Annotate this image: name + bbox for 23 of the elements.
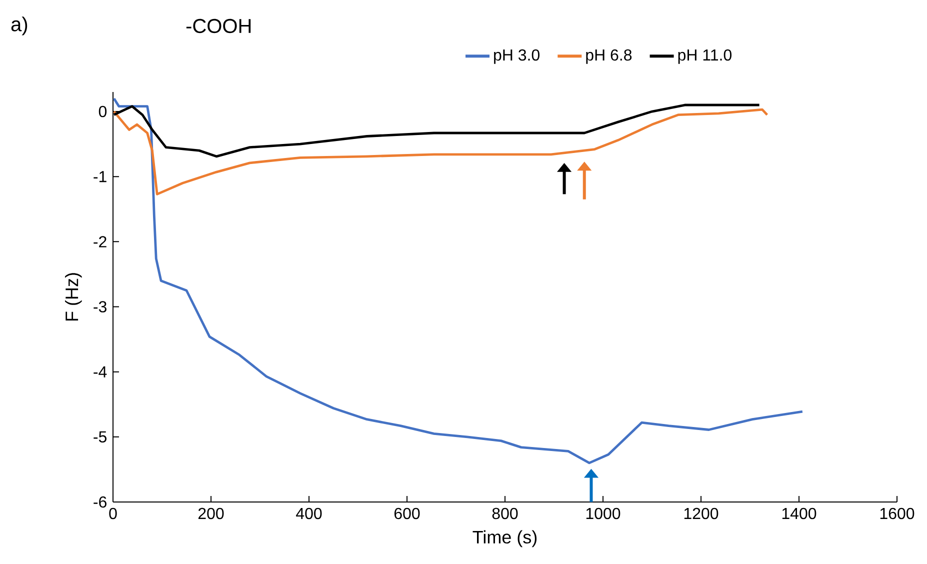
y-tick-label: -4	[94, 366, 107, 378]
x-tick-label: 1200	[684, 508, 718, 520]
y-axis-title: F (Hz)	[65, 273, 82, 321]
x-tick-label: 1600	[880, 508, 914, 520]
x-axis-title: Time (s)	[472, 530, 537, 548]
legend-label: pH 6.8	[586, 49, 632, 64]
y-tick-label: -3	[94, 301, 106, 312]
y-tick-label: -2	[94, 236, 106, 248]
legend-label: pH 3.0	[494, 49, 540, 64]
x-tick-label: 200	[198, 508, 224, 520]
x-tick-label: 600	[394, 508, 420, 520]
y-tick-label: 0	[98, 106, 107, 118]
y-tick-label: -6	[94, 496, 106, 508]
x-tick-label: 0	[109, 508, 117, 520]
x-tick-label: 1000	[586, 508, 620, 520]
y-tick-label: -5	[94, 431, 106, 442]
chart-title: -COOH	[186, 18, 251, 34]
x-tick-label: 400	[296, 508, 322, 520]
text: a)	[11, 16, 28, 36]
x-tick-label: 800	[492, 508, 518, 520]
x-tick-label: 1400	[782, 508, 816, 520]
legend-label: pH 11.0	[678, 49, 732, 64]
y-tick-label: -1	[94, 171, 106, 182]
